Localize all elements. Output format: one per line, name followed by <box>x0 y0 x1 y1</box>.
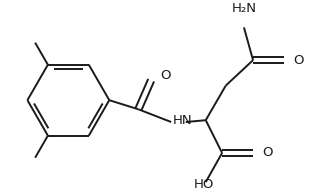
Text: O: O <box>262 146 273 160</box>
Text: H₂N: H₂N <box>232 2 256 15</box>
Text: HO: HO <box>194 178 214 191</box>
Text: O: O <box>293 54 304 67</box>
Text: O: O <box>160 69 171 82</box>
Text: HN: HN <box>173 114 193 127</box>
